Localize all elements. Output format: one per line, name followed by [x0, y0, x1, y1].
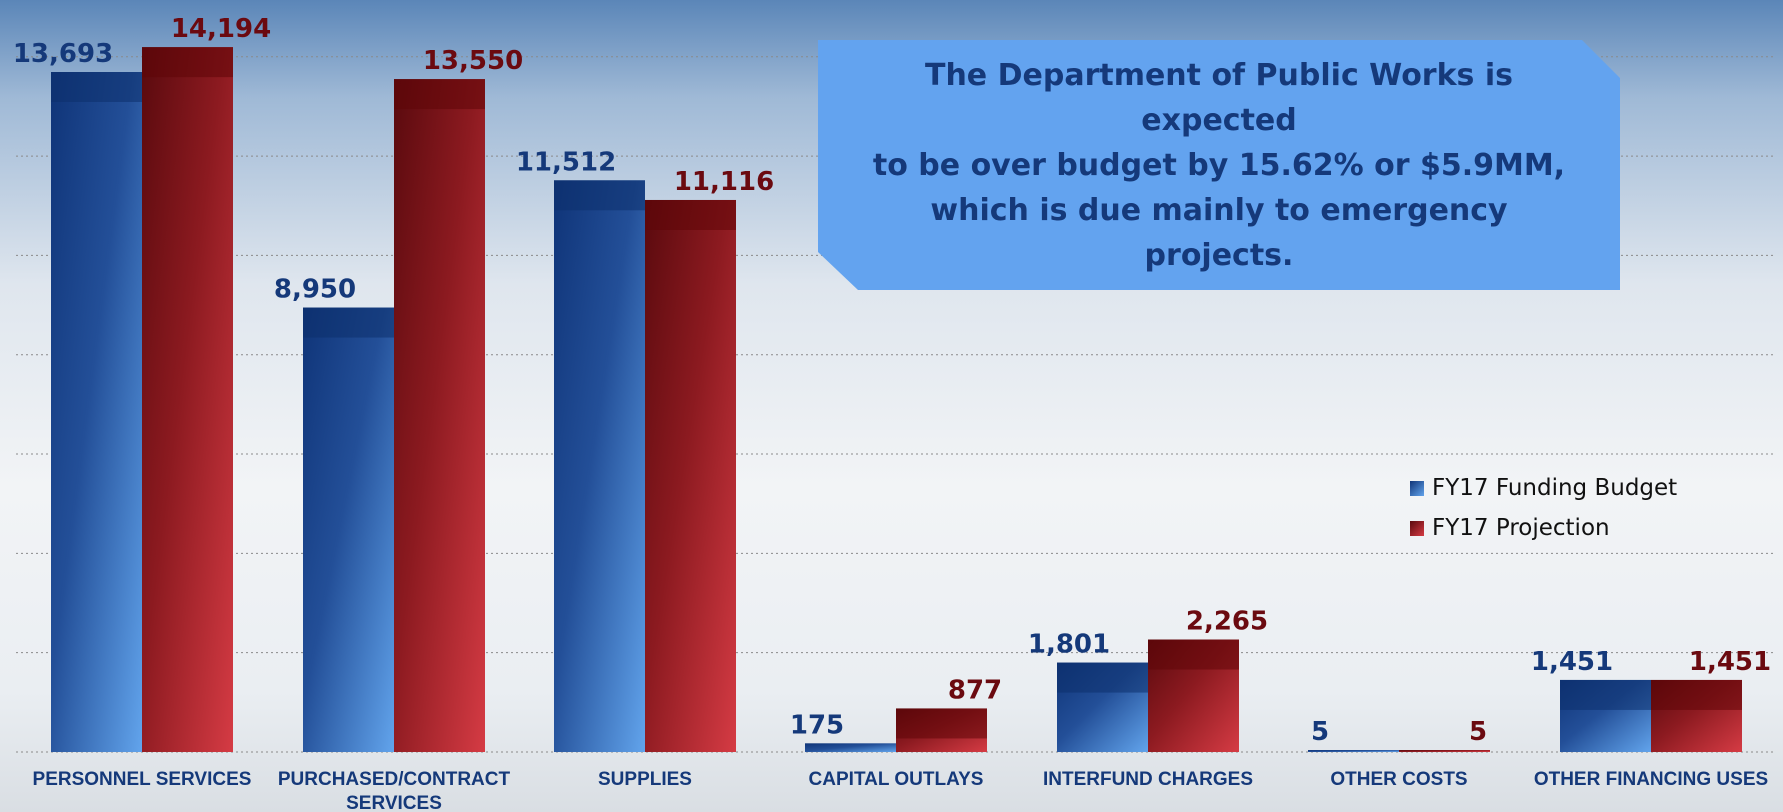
bar-cap-projection-2 [645, 199, 736, 230]
value-label-budget-6: 1,451 [1531, 647, 1613, 677]
annotation-callout: The Department of Public Works is expect… [818, 40, 1620, 290]
value-label-projection-4: 2,265 [1186, 607, 1268, 637]
legend-swatch-projection [1410, 520, 1424, 536]
bar-projection-2 [645, 199, 736, 753]
value-label-budget-2: 11,512 [516, 147, 616, 177]
bar-cap-projection-6 [1651, 679, 1742, 710]
category-labels: PERSONNEL SERVICES PURCHASED/CONTRACT SERV… [33, 769, 1769, 812]
category-label-5: OTHER COSTS [1330, 769, 1467, 790]
value-label-projection-5: 5 [1469, 717, 1487, 747]
value-label-budget-1: 8,950 [274, 275, 356, 305]
legend-swatch-budget [1410, 480, 1424, 496]
value-label-projection-2: 11,116 [674, 167, 774, 197]
category-label-0: PERSONNEL SERVICES [33, 769, 252, 790]
value-label-budget-5: 5 [1311, 717, 1329, 747]
value-label-projection-6: 1,451 [1689, 647, 1771, 677]
value-label-projection-1: 13,550 [423, 46, 523, 76]
bar-cap-projection-4 [1148, 639, 1239, 670]
bar-projection-0 [142, 47, 233, 753]
category-label-3: CAPITAL OUTLAYS [809, 769, 984, 790]
bar-cap-budget-4 [1057, 662, 1148, 693]
bar-cap-projection-3 [896, 708, 987, 739]
legend-label-budget: FY17 Funding Budget [1432, 475, 1678, 501]
bar-cap-projection-1 [394, 79, 485, 110]
annotation-text: The Department of Public Works is expect… [872, 57, 1566, 273]
bar-cap-budget-6 [1560, 679, 1651, 710]
bars [51, 47, 1742, 753]
legend-item-budget: FY17 Funding Budget [1410, 468, 1677, 508]
bar-budget-0 [51, 72, 142, 752]
bar-projection-5 [1399, 750, 1490, 752]
value-label-projection-0: 14,194 [171, 14, 271, 44]
value-labels: 13,693 8,950 11,512 175 1,801 5 1,451 14,194 13,… [13, 14, 1771, 747]
category-label-6: OTHER FINANCING USES [1534, 769, 1768, 790]
bar-cap-budget-2 [554, 180, 645, 211]
bar-cap-budget-0 [51, 72, 142, 102]
category-label-4: INTERFUND CHARGES [1043, 769, 1253, 790]
value-label-budget-0: 13,693 [13, 39, 113, 69]
bar-cap-projection-0 [142, 47, 233, 78]
value-label-projection-3: 877 [948, 675, 1002, 705]
legend-item-projection: FY17 Projection [1410, 508, 1677, 548]
legend-label-projection: FY17 Projection [1432, 515, 1610, 541]
value-label-budget-3: 175 [790, 710, 844, 740]
category-label-2: SUPPLIES [598, 769, 692, 790]
bar-budget-2 [554, 180, 645, 753]
bar-budget-1 [303, 307, 394, 752]
bar-budget-5 [1308, 750, 1399, 752]
bar-cap-budget-1 [303, 307, 394, 338]
bar-projection-1 [394, 79, 485, 752]
category-label-1: PURCHASED/CONTRACT SERVICES [278, 769, 511, 812]
value-label-budget-4: 1,801 [1028, 630, 1110, 660]
bar-budget-3 [805, 743, 896, 752]
legend: FY17 Funding Budget FY17 Projection [1410, 468, 1677, 548]
